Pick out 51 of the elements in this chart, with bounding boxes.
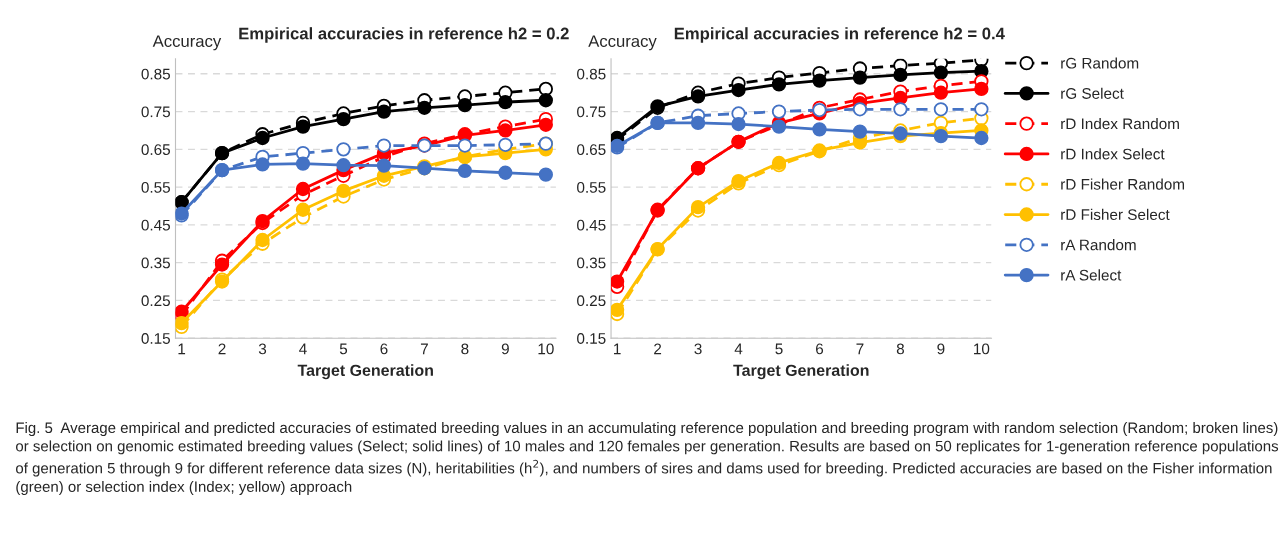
legend-label: rG Select [1061, 87, 1124, 99]
x-tick-label: 5 [775, 343, 783, 355]
y-tick-label: 0.25 [141, 295, 170, 307]
x-tick-label: 8 [896, 343, 905, 355]
x-tick-label: 9 [937, 343, 945, 355]
x-tick-label: 6 [816, 343, 824, 355]
x-tick-label: 1 [178, 343, 186, 355]
y-tick-label: 0.45 [577, 219, 606, 231]
y-tick-label: 0.45 [141, 219, 170, 231]
y-tick-label: 0.35 [577, 257, 606, 269]
chart-title: Empirical accuracies in reference h2 = 0.2 [239, 27, 569, 43]
y-tick-label: 0.55 [141, 181, 170, 193]
x-tick-label: 3 [258, 343, 267, 355]
y-tick-label: 0.85 [141, 68, 170, 80]
x-tick-label: 10 [538, 343, 554, 355]
x-tick-label: 1 [614, 343, 621, 355]
text: Fig. 5 Average empirical and predicted accuracies of estimated breeding values in an accumulating reference population and breeding program with random selection (Random; broken lines) or selection on genomic estimated breeding values (Select; solid lines) of 10 males and 120 females per generation. Results are based on 50 replicates for 1-generation reference populations of generation 5 through 9 for different reference data sizes (N), heritabilities (h$^{2}$), and numbers of sires and dams used for breeding. Predicted accuracies are based on the Fisher information (green) or selection index (Index; yellow) approach [16, 422, 1279, 495]
y-axis-title: Accuracy [588, 35, 657, 51]
x-tick-label: 4 [734, 343, 743, 355]
y-tick-label: 0.15 [141, 333, 170, 344]
x-axis-title: Target Generation [297, 364, 433, 380]
y-axis-title: Accuracy [152, 35, 222, 51]
x-tick-label: 4 [299, 343, 307, 355]
legend-label: rG Random [1061, 57, 1139, 69]
y-tick-label: 0.85 [577, 68, 606, 80]
x-tick-label: 5 [339, 343, 348, 355]
y-tick-label: 0.25 [577, 295, 606, 307]
x-tick-label: 2 [218, 343, 226, 355]
x-tick-label: 10 [974, 343, 990, 355]
x-tick-label: 7 [856, 343, 864, 355]
x-tick-label: 3 [694, 343, 702, 355]
x-tick-label: 7 [420, 343, 428, 355]
y-tick-label: 0.65 [141, 144, 170, 156]
legend-label: rD Fisher Random [1061, 178, 1185, 190]
x-tick-label: 9 [501, 343, 509, 355]
legend-label: rD Fisher Select [1061, 208, 1170, 221]
legend-label: rD Index Random [1061, 117, 1179, 130]
y-tick-label: 0.35 [141, 257, 170, 269]
legend-label: rA Select [1061, 269, 1122, 281]
y-tick-label: 0.55 [577, 181, 606, 193]
x-tick-label: 2 [654, 343, 662, 355]
y-tick-label: 0.65 [577, 144, 606, 156]
legend-label: rA Random [1061, 239, 1136, 251]
y-tick-label: 0.75 [577, 106, 606, 118]
x-axis-title: Target Generation [733, 364, 869, 380]
x-tick-label: 8 [461, 343, 469, 355]
x-tick-label: 6 [380, 343, 388, 355]
y-tick-label: 0.15 [577, 333, 606, 344]
legend-label: rD Index Select [1061, 148, 1165, 160]
chart-title: Empirical accuracies in reference h2 = 0.4 [674, 27, 1005, 43]
y-tick-label: 0.75 [141, 106, 170, 118]
